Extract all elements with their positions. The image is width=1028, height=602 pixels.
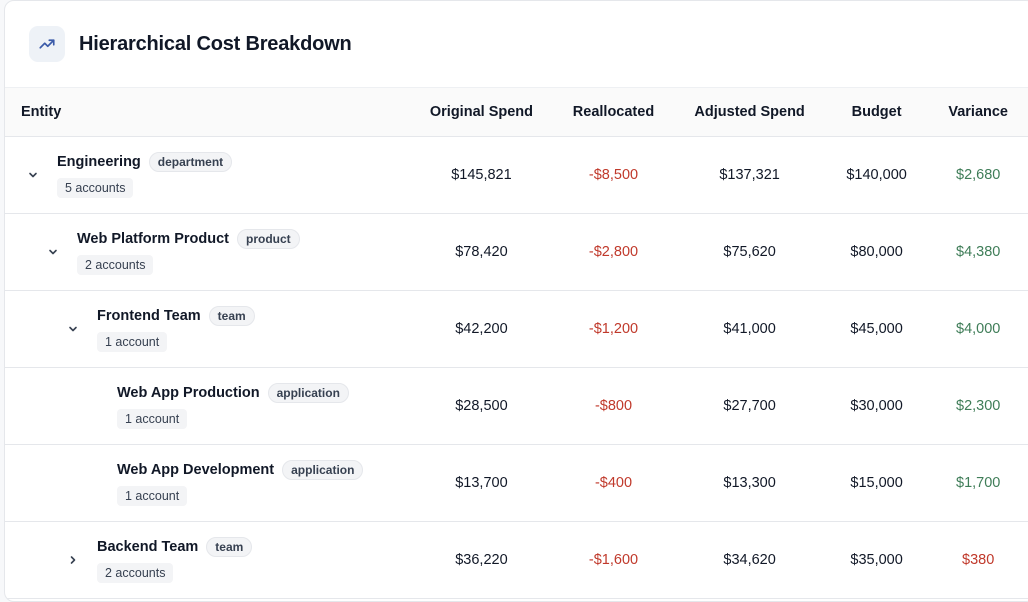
original-spend-cell: $36,220 (409, 521, 554, 599)
column-header-adjusted-spend: Adjusted Spend (673, 88, 826, 137)
card-header: Hierarchical Cost Breakdown (5, 1, 1028, 88)
variance-cell: $4,000 (927, 290, 1028, 368)
entity-cell: Frontend Team team 1 account (5, 290, 410, 368)
entity-name: Engineering (57, 154, 141, 170)
adjusted-spend-cell: $13,300 (673, 444, 826, 522)
entity-name: Web App Development (117, 462, 275, 478)
entity-name: Web Platform Product (77, 231, 229, 247)
account-count-badge: 1 account (117, 486, 188, 506)
cost-breakdown-card: Hierarchical Cost Breakdown Entity Origi… (4, 0, 1028, 602)
reallocated-cell: -$2,800 (553, 213, 674, 291)
chevron-down-icon[interactable] (45, 244, 61, 260)
entity-cell: Web Platform Product product 2 accounts (5, 213, 410, 291)
account-count-badge: 1 account (97, 332, 168, 352)
reallocated-cell: -$1,200 (553, 290, 674, 368)
column-header-variance: Variance (927, 88, 1028, 137)
adjusted-spend-cell: $34,620 (673, 521, 826, 599)
account-count-badge: 5 accounts (57, 178, 134, 198)
table-row[interactable]: Web App Production application 1 account… (5, 367, 1028, 445)
entity-type-badge: team (206, 537, 253, 557)
chevron-down-icon[interactable] (65, 321, 81, 337)
reallocated-cell: -$1,600 (553, 521, 674, 599)
adjusted-spend-cell: $137,321 (673, 136, 826, 214)
entity-type-badge: product (237, 229, 300, 249)
page-title: Hierarchical Cost Breakdown (79, 32, 352, 55)
entity-name: Web App Production (117, 385, 260, 401)
table-row[interactable]: Frontend Team team 1 account $42,200 -$1… (5, 290, 1028, 368)
entity-cell: Backend Team team 2 accounts (5, 521, 410, 599)
original-spend-cell: $13,700 (409, 444, 554, 522)
column-header-budget: Budget (825, 88, 928, 137)
account-count-badge: 2 accounts (77, 255, 154, 275)
budget-cell: $140,000 (825, 136, 928, 214)
entity-type-badge: application (267, 383, 349, 403)
original-spend-cell: $78,420 (409, 213, 554, 291)
reallocated-cell: -$8,500 (553, 136, 674, 214)
reallocated-cell: -$800 (553, 367, 674, 445)
chevron-right-icon[interactable] (65, 552, 81, 568)
column-header-original-spend: Original Spend (409, 88, 554, 137)
trending-up-icon (29, 26, 65, 62)
entity-cell: Web App Production application 1 account (5, 367, 410, 445)
entity-cell: Web App Development application 1 accoun… (5, 444, 410, 522)
table-row[interactable]: Web Platform Product product 2 accounts … (5, 213, 1028, 291)
budget-cell: $45,000 (825, 290, 928, 368)
entity-name: Frontend Team (97, 308, 201, 324)
account-count-badge: 2 accounts (97, 563, 174, 583)
reallocated-cell: -$400 (553, 444, 674, 522)
budget-cell: $30,000 (825, 367, 928, 445)
adjusted-spend-cell: $75,620 (673, 213, 826, 291)
variance-cell: $380 (927, 521, 1028, 599)
original-spend-cell: $28,500 (409, 367, 554, 445)
budget-cell: $15,000 (825, 444, 928, 522)
variance-cell: $4,380 (927, 213, 1028, 291)
entity-cell: Engineering department 5 accounts (5, 136, 410, 214)
adjusted-spend-cell: $41,000 (673, 290, 826, 368)
chevron-down-icon[interactable] (25, 167, 41, 183)
entity-type-badge: application (282, 460, 364, 480)
original-spend-cell: $42,200 (409, 290, 554, 368)
entity-type-badge: team (208, 306, 255, 326)
table-row[interactable]: Web App Development application 1 accoun… (5, 444, 1028, 522)
variance-cell: $2,680 (927, 136, 1028, 214)
cost-table: Entity Original Spend Reallocated Adjust… (5, 88, 1028, 599)
entity-type-badge: department (148, 152, 233, 172)
table-header-row: Entity Original Spend Reallocated Adjust… (5, 88, 1028, 137)
table-row[interactable]: Backend Team team 2 accounts $36,220 -$1… (5, 521, 1028, 599)
budget-cell: $80,000 (825, 213, 928, 291)
table-row[interactable]: Engineering department 5 accounts $145,8… (5, 136, 1028, 214)
budget-cell: $35,000 (825, 521, 928, 599)
account-count-badge: 1 account (117, 409, 188, 429)
original-spend-cell: $145,821 (409, 136, 554, 214)
variance-cell: $1,700 (927, 444, 1028, 522)
column-header-entity: Entity (5, 88, 410, 137)
column-header-reallocated: Reallocated (553, 88, 674, 137)
adjusted-spend-cell: $27,700 (673, 367, 826, 445)
entity-name: Backend Team (97, 539, 199, 555)
variance-cell: $2,300 (927, 367, 1028, 445)
